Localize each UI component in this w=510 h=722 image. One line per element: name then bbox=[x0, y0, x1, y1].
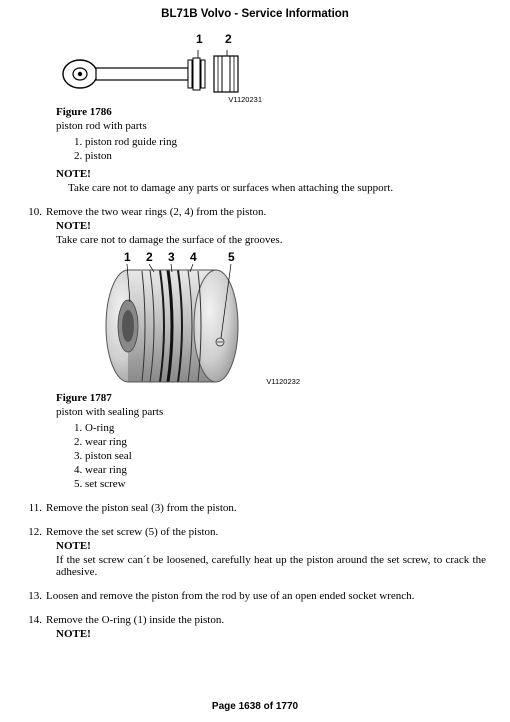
page-footer: Page 1638 of 1770 bbox=[0, 701, 510, 712]
step-11: 11. Remove the piston seal (3) from the … bbox=[24, 502, 486, 514]
fig2-c2: 2 bbox=[146, 250, 153, 264]
figure-1786-drawing: 1 2 bbox=[60, 32, 280, 104]
figure-1786-block: 1 2 bbox=[56, 32, 486, 194]
step-12: 12. Remove the set screw (5) of the pist… bbox=[24, 526, 486, 538]
step-14-sub: NOTE! bbox=[46, 628, 486, 640]
step-13-text: Loosen and remove the piston from the ro… bbox=[46, 590, 486, 602]
step-14-num: 14. bbox=[24, 614, 46, 626]
step-12-text: Remove the set screw (5) of the piston. bbox=[46, 526, 486, 538]
figure-1787-block: 1 2 3 4 5 bbox=[56, 250, 486, 490]
step-10: 10. Remove the two wear rings (2, 4) fro… bbox=[24, 206, 486, 218]
fig1-note-body: Take care not to damage any parts or sur… bbox=[68, 182, 486, 194]
fig2-parts-list: 1. O-ring 2. wear ring 3. piston seal 4.… bbox=[74, 422, 486, 490]
fig1-note-label: NOTE! bbox=[56, 168, 486, 180]
step12-note-label: NOTE! bbox=[56, 540, 486, 552]
fig1-parts-list: 1. piston rod guide ring 2. piston bbox=[74, 136, 486, 162]
header-title: BL71B Volvo - Service Information bbox=[24, 8, 486, 20]
fig2-part-2: 2. wear ring bbox=[74, 436, 486, 448]
fig2-part-5: 5. set screw bbox=[74, 478, 486, 490]
step-13: 13. Loosen and remove the piston from th… bbox=[24, 590, 486, 602]
fig1-part-2: 2. piston bbox=[74, 150, 486, 162]
fig1-id: V1120231 bbox=[228, 95, 262, 104]
fig2-part-1: 1. O-ring bbox=[74, 422, 486, 434]
step-10-text: Remove the two wear rings (2, 4) from th… bbox=[46, 206, 486, 218]
step10-note-label: NOTE! bbox=[56, 220, 486, 232]
fig1-part-1: 1. piston rod guide ring bbox=[74, 136, 486, 148]
figure-1787-drawing: 1 2 3 4 5 bbox=[88, 250, 318, 390]
fig2-id: V1120232 bbox=[266, 377, 300, 386]
step-10-sub: NOTE! Take care not to damage the surfac… bbox=[46, 220, 486, 246]
step14-note-label: NOTE! bbox=[56, 628, 486, 640]
fig2-c5: 5 bbox=[228, 250, 235, 264]
fig2-caption: piston with sealing parts bbox=[56, 406, 486, 418]
step12-note-body: If the set screw can´t be loosened, care… bbox=[56, 554, 486, 578]
step-13-num: 13. bbox=[24, 590, 46, 602]
fig2-c4: 4 bbox=[190, 250, 197, 264]
fig1-caption: piston rod with parts bbox=[56, 120, 486, 132]
step-12-num: 12. bbox=[24, 526, 46, 538]
step-14: 14. Remove the O-ring (1) inside the pis… bbox=[24, 614, 486, 626]
fig1-callout-1: 1 bbox=[196, 32, 203, 46]
fig1-title: Figure 1786 bbox=[56, 106, 486, 118]
step-11-num: 11. bbox=[24, 502, 46, 514]
step-12-sub: NOTE! If the set screw can´t be loosened… bbox=[46, 540, 486, 578]
page: BL71B Volvo - Service Information 1 2 bbox=[0, 0, 510, 722]
step-14-text: Remove the O-ring (1) inside the piston. bbox=[46, 614, 486, 626]
fig2-part-3: 3. piston seal bbox=[74, 450, 486, 462]
step10-note-body: Take care not to damage the surface of t… bbox=[56, 234, 486, 246]
step-10-num: 10. bbox=[24, 206, 46, 218]
fig2-c1: 1 bbox=[124, 250, 131, 264]
step-11-text: Remove the piston seal (3) from the pist… bbox=[46, 502, 486, 514]
fig2-title: Figure 1787 bbox=[56, 392, 486, 404]
fig2-c3: 3 bbox=[168, 250, 175, 264]
fig1-callout-2: 2 bbox=[225, 32, 232, 46]
fig2-part-4: 4. wear ring bbox=[74, 464, 486, 476]
